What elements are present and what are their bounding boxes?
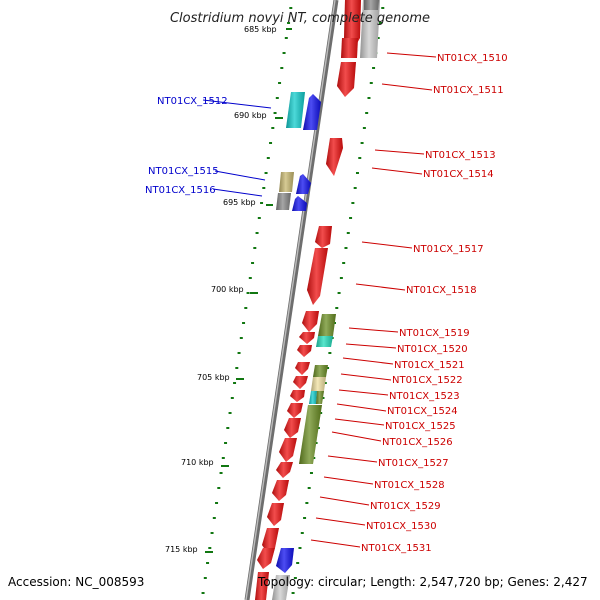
- gene-NT01CX_1518[interactable]: [307, 248, 328, 305]
- gene-label[interactable]: NT01CX_1530: [366, 521, 437, 532]
- accession-text: Accession: NC_008593: [8, 575, 144, 589]
- gene-label[interactable]: NT01CX_1517: [413, 244, 484, 255]
- gene-NT01CX_1528[interactable]: [276, 462, 293, 478]
- gene-feature[interactable]: [313, 365, 328, 377]
- gene-label[interactable]: NT01CX_1510: [437, 53, 508, 64]
- callout-lines: [202, 52, 437, 548]
- gene-feature[interactable]: [341, 38, 358, 58]
- gene-labels-forward: NT01CX_1512 NT01CX_1515 NT01CX_1516: [145, 96, 228, 196]
- gene-NT01CX_1520[interactable]: [316, 336, 333, 347]
- gene-label[interactable]: NT01CX_1520: [397, 344, 468, 355]
- gene-feature[interactable]: [284, 418, 301, 438]
- kbp-ruler: 685 kbp 690 kbp 695 kbp 700 kbp 705 kbp …: [165, 25, 292, 554]
- genome-backbone: [244, 0, 339, 600]
- gene-NT01CX_1512[interactable]: [286, 92, 305, 128]
- topology-text: Topology: circular; Length: 2,547,720 bp…: [257, 575, 588, 589]
- gene-NT01CX_1519[interactable]: [302, 311, 319, 332]
- gene-label[interactable]: NT01CX_1522: [392, 375, 463, 386]
- gene-feature[interactable]: [299, 332, 315, 344]
- gene-NT01CX_1527[interactable]: [279, 438, 297, 462]
- gene-label[interactable]: NT01CX_1514: [423, 169, 494, 180]
- ruler-label-700: 700 kbp: [211, 285, 244, 294]
- gene-label[interactable]: NT01CX_1511: [433, 85, 504, 96]
- gene-label[interactable]: NT01CX_1525: [385, 421, 456, 432]
- gene-label[interactable]: NT01CX_1526: [382, 437, 453, 448]
- gene-label[interactable]: NT01CX_1527: [378, 458, 449, 469]
- gene-NT01CX_1521[interactable]: [297, 345, 312, 357]
- dotted-tracks: [201, 7, 385, 594]
- gene-NT01CX_1517[interactable]: [315, 226, 332, 248]
- gene-label[interactable]: NT01CX_1529: [370, 501, 441, 512]
- gene-feature[interactable]: [276, 548, 294, 573]
- gene-feature[interactable]: [364, 0, 379, 10]
- gene-label[interactable]: NT01CX_1519: [399, 328, 470, 339]
- gene-feature[interactable]: [318, 314, 336, 336]
- gene-NT01CX_1511[interactable]: [337, 62, 356, 97]
- gene-feature[interactable]: [287, 403, 303, 418]
- gene-feature[interactable]: [257, 548, 275, 569]
- gene-label[interactable]: NT01CX_1515: [148, 166, 219, 177]
- gene-NT01CX_1516[interactable]: [276, 193, 291, 210]
- gene-NT01CX_1515[interactable]: [279, 172, 294, 192]
- gene-feature[interactable]: [293, 376, 308, 389]
- gene-label[interactable]: NT01CX_1521: [394, 360, 465, 371]
- ruler-label-695: 695 kbp: [223, 198, 256, 207]
- gene-label[interactable]: NT01CX_1513: [425, 150, 496, 161]
- gene-label[interactable]: NT01CX_1512: [157, 96, 228, 107]
- gene-NT01CX_1529[interactable]: [272, 480, 289, 501]
- gene-NT01CX_1526[interactable]: [299, 405, 322, 464]
- gene-feature[interactable]: [316, 391, 324, 404]
- ruler-label-715: 715 kbp: [165, 545, 198, 554]
- gene-NT01CX_1513[interactable]: [326, 138, 343, 176]
- gene-label[interactable]: NT01CX_1531: [361, 543, 432, 554]
- gene-NT01CX_1525[interactable]: [290, 390, 305, 402]
- gene-label[interactable]: NT01CX_1524: [387, 406, 458, 417]
- gene-labels-reverse: NT01CX_1510 NT01CX_1511 NT01CX_1513 NT01…: [361, 53, 508, 554]
- page-title: Clostridium novyi NT, complete genome: [170, 11, 430, 26]
- ruler-label-705: 705 kbp: [197, 373, 230, 382]
- gene-label[interactable]: NT01CX_1518: [406, 285, 477, 296]
- gene-label[interactable]: NT01CX_1523: [389, 391, 460, 402]
- gene-features: [255, 0, 380, 600]
- gene-label[interactable]: NT01CX_1516: [145, 185, 216, 196]
- gene-NT01CX_1530[interactable]: [267, 503, 284, 526]
- gene-NT01CX_1522[interactable]: [295, 362, 310, 375]
- gene-NT01CX_1523[interactable]: [311, 377, 326, 391]
- ruler-label-690: 690 kbp: [234, 111, 267, 120]
- ruler-label-685: 685 kbp: [244, 25, 277, 34]
- gene-label[interactable]: NT01CX_1528: [374, 480, 445, 491]
- gene-NT01CX_1524[interactable]: [309, 391, 317, 404]
- ruler-label-710: 710 kbp: [181, 458, 214, 467]
